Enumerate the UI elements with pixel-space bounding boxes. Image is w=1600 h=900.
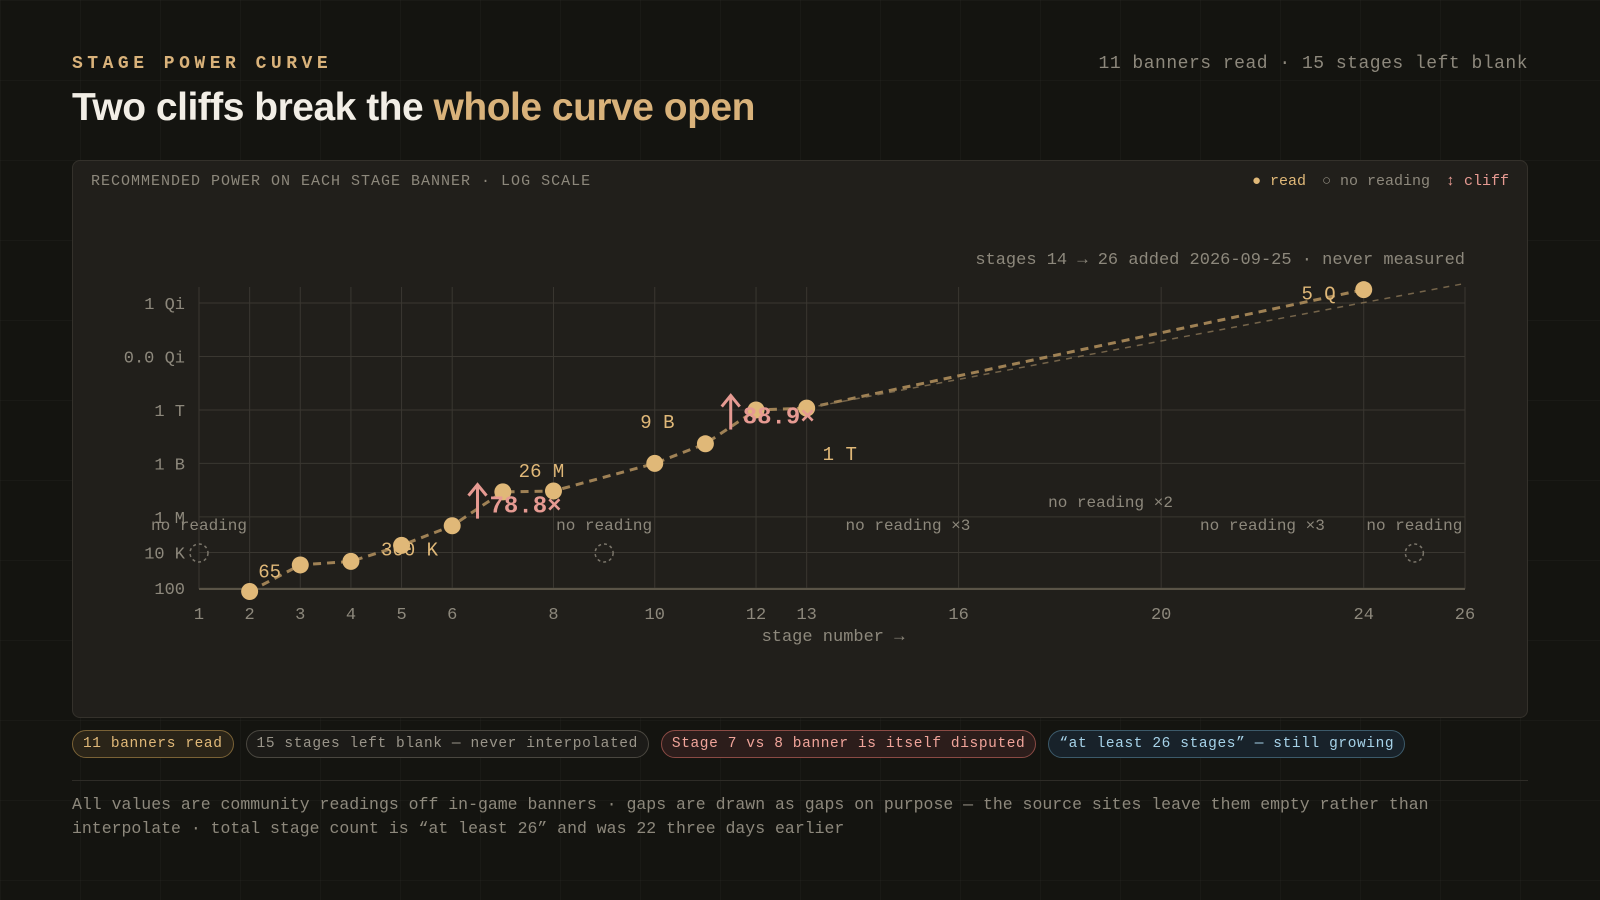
title-accent: whole curve open (433, 86, 756, 129)
title-main: Two cliffs break the (72, 86, 434, 129)
status-pill: 11 banners read (72, 730, 234, 758)
x-tick-label: 5 (396, 606, 406, 625)
data-point (646, 454, 664, 472)
x-tick-label: 16 (948, 606, 968, 625)
y-tick-label: 1 M (154, 510, 185, 529)
footnote: All values are community readings off in… (72, 795, 1429, 838)
no-reading-label: no reading (556, 517, 652, 535)
point-label: 9 B (640, 412, 674, 434)
cliff-markers: 78.8× 88.9× (467, 393, 815, 521)
chart-legend: ● read ○ no reading ↕ cliff (1252, 173, 1509, 190)
status-pill: “at least 26 stages” — still growing (1048, 730, 1406, 758)
x-tick-label: 24 (1354, 606, 1374, 625)
x-tick-label: 6 (447, 606, 457, 625)
data-point (494, 483, 512, 501)
page-title: Two cliffs break the whole curve open (72, 86, 755, 130)
data-point (291, 556, 309, 574)
grid (198, 287, 1466, 589)
chart-panel: RECOMMENDED POWER ON EACH STAGE BANNER ·… (72, 160, 1528, 718)
x-tick-label: 10 (645, 606, 665, 625)
x-tick-label: 3 (295, 606, 305, 625)
legend-cliff: ↕ cliff (1445, 173, 1509, 190)
point-label: 65 (258, 561, 281, 583)
legend-read: ● read (1251, 173, 1306, 190)
header-meta: 11 banners read · 15 stages left blank (1098, 54, 1528, 74)
no-reading-label: no reading (151, 517, 247, 535)
point-label: 300 K (381, 539, 439, 561)
y-tick-label: 10 K (144, 545, 186, 564)
y-tick-label: 100 (154, 581, 185, 600)
annotation-text: stages 14 → 26 added 2026-09-25 · never … (975, 251, 1465, 270)
y-tick-label: 1 Qi (144, 296, 185, 315)
data-point (696, 435, 714, 453)
y-tick-label: 0.0 Qi (124, 349, 185, 368)
point-label: 1 T (823, 444, 857, 466)
y-tick-label: 1 B (154, 456, 185, 475)
no-reading-marker (1404, 543, 1425, 563)
cliff-label: 78.8× (490, 494, 562, 521)
no-reading-marker (594, 543, 614, 563)
data-point (798, 399, 816, 417)
data-point (393, 536, 411, 554)
trend-extrapolation (806, 282, 1466, 409)
data-point (747, 401, 765, 419)
no-reading-marker (189, 543, 209, 563)
data-point (241, 582, 259, 600)
status-pill: 15 stages left blank — never interpolate… (245, 730, 649, 758)
series-line (248, 282, 1466, 593)
x-axis-label: stage number → (762, 628, 906, 647)
point-label: 5 Q (1302, 284, 1336, 306)
no-reading-label: no reading ×2 (1048, 494, 1173, 512)
cliff-arrow-head (467, 482, 488, 497)
missing-markers: no reading no reading no reading ×3 no read… (151, 494, 1462, 563)
x-tick-label: 13 (796, 606, 816, 625)
no-reading-label: no reading ×3 (846, 517, 971, 535)
x-tick-label: 1 (194, 606, 204, 625)
legend-no-reading: ○ no reading (1321, 173, 1430, 190)
pill-row: 11 banners read 15 stages left blank — ne… (72, 730, 1406, 758)
status-pill: Stage 7 vs 8 banner is itself disputed (660, 730, 1037, 758)
cliff-arrow-head (720, 393, 741, 408)
panel-title: RECOMMENDED POWER ON EACH STAGE BANNER ·… (91, 173, 592, 190)
data-points (241, 281, 1373, 600)
series-line-gap (806, 288, 1365, 410)
cliff-label: 88.9× (743, 405, 815, 432)
no-reading-label: no reading ×3 (1200, 517, 1325, 535)
data-point (342, 552, 360, 570)
point-label: 26 M (519, 461, 565, 483)
eyebrow-label: STAGE POWER CURVE (72, 54, 333, 74)
x-tick-label: 2 (245, 606, 255, 625)
series-line-measured (248, 406, 807, 593)
data-point (1355, 281, 1373, 299)
x-tick-label: 8 (548, 606, 558, 625)
x-tick-label: 12 (746, 606, 766, 625)
data-point (443, 517, 461, 535)
x-tick-label: 4 (346, 606, 356, 625)
footer-divider (72, 780, 1528, 781)
point-labels: 65 300 K 26 M 9 B 1 T 5 Q (258, 284, 1335, 584)
data-point (544, 482, 562, 500)
x-tick-label: 26 (1455, 606, 1475, 625)
no-reading-label: no reading (1366, 517, 1462, 535)
y-tick-label: 1 T (154, 403, 185, 422)
x-tick-label: 20 (1151, 606, 1171, 625)
